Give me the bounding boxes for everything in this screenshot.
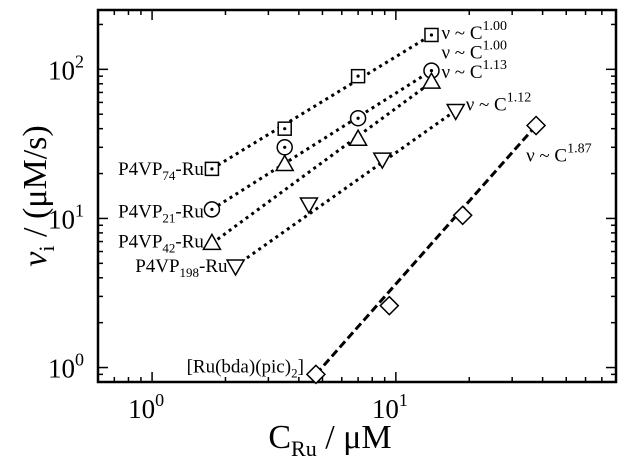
series-label-main: P4VP bbox=[135, 256, 179, 277]
x-tick-label-base: 10 bbox=[372, 394, 399, 424]
y-axis-title-sub: i bbox=[34, 246, 59, 252]
y-tick-label-base: 10 bbox=[48, 354, 75, 384]
slope-annotation: ν ~ C1.00 bbox=[441, 19, 507, 44]
series-label-main: [Ru(bda)(pic) bbox=[187, 356, 291, 377]
series-label-sub: 198 bbox=[180, 265, 200, 280]
y-tick-label-base: 10 bbox=[48, 55, 75, 85]
series-label-sub: 21 bbox=[162, 210, 175, 225]
series-label-main: P4VP bbox=[118, 201, 162, 222]
series-markers bbox=[202, 27, 547, 385]
series-label-rest: -Ru bbox=[199, 256, 228, 277]
x-axis-title-sub: Ru bbox=[291, 436, 317, 456]
slope-annotation-prefix: ν ~ C bbox=[466, 94, 507, 115]
x-tick-label-base: 10 bbox=[128, 394, 155, 424]
series-label-main: P4VP bbox=[118, 231, 162, 252]
slope-annotation-exp: 1.12 bbox=[507, 90, 532, 105]
slope-annotation: ν ~ C1.12 bbox=[466, 90, 532, 115]
marker-diamond bbox=[305, 364, 326, 385]
y-tick-label-exp: 0 bbox=[75, 350, 84, 370]
marker-diamond bbox=[526, 115, 547, 136]
series-label-rest: -Ru bbox=[175, 159, 204, 180]
y-tick-label-base: 10 bbox=[48, 204, 75, 234]
slope-annotation-prefix: ν ~ C bbox=[441, 23, 482, 44]
y-axis-title-rest: / (μM/s) bbox=[17, 125, 54, 245]
marker-triangle-up bbox=[421, 71, 442, 89]
series-label-sub: 42 bbox=[162, 240, 175, 255]
series-label-rest: ] bbox=[298, 356, 304, 377]
y-axis-title: vi / (μM/s) bbox=[17, 125, 59, 266]
marker-diamond bbox=[379, 295, 400, 316]
series-label-rest: -Ru bbox=[175, 201, 204, 222]
series-label: P4VP21-Ru bbox=[118, 201, 204, 225]
x-axis-title-main: C bbox=[268, 419, 291, 456]
series-label: P4VP42-Ru bbox=[118, 231, 204, 255]
series-line bbox=[314, 124, 538, 376]
x-tick-label-exp: 1 bbox=[399, 390, 408, 410]
series-line bbox=[211, 69, 433, 211]
series-labels: P4VP74-RuP4VP21-RuP4VP42-RuP4VP198-Ru[Ru… bbox=[118, 159, 304, 380]
slope-annotation-exp: 1.00 bbox=[483, 39, 508, 54]
marker-triangle-down bbox=[372, 152, 393, 170]
marker-triangle-down bbox=[225, 259, 246, 277]
marker-triangle-down bbox=[445, 103, 466, 121]
series-label: [Ru(bda)(pic)2] bbox=[187, 356, 304, 380]
marker-dot bbox=[210, 207, 214, 211]
marker-triangle-up bbox=[202, 232, 222, 251]
marker-triangle-down bbox=[299, 197, 319, 215]
series-label-main: P4VP bbox=[118, 159, 162, 180]
slope-annotations: ν ~ C1.00ν ~ C1.00ν ~ C1.13ν ~ C1.12ν ~ … bbox=[441, 19, 591, 167]
x-tick-label: 100 bbox=[128, 390, 164, 424]
marker-triangle-up bbox=[348, 128, 368, 146]
y-tick-label: 102 bbox=[48, 51, 84, 85]
x-tick-label: 101 bbox=[372, 390, 408, 424]
y-tick-label-exp: 2 bbox=[75, 51, 84, 71]
marker-triangle-up bbox=[274, 153, 295, 172]
series-label-sub: 74 bbox=[162, 168, 176, 183]
marker-diamond bbox=[452, 205, 473, 226]
marker-dot bbox=[356, 74, 360, 78]
x-tick-label-exp: 0 bbox=[155, 390, 164, 410]
x-axis-title: CRu / μM bbox=[268, 419, 391, 456]
series-label-sub: 2 bbox=[291, 365, 298, 380]
series-line bbox=[211, 33, 433, 171]
slope-annotation: ν ~ C1.00 bbox=[441, 39, 507, 64]
marker-dot bbox=[356, 116, 360, 120]
series-label: P4VP74-Ru bbox=[118, 159, 204, 183]
x-axis-title-rest: / μM bbox=[317, 419, 392, 456]
marker-dot bbox=[429, 33, 434, 37]
slope-annotation-exp: 1.87 bbox=[567, 142, 592, 157]
y-tick-label-exp: 1 bbox=[75, 200, 84, 220]
series-label-rest: -Ru bbox=[175, 231, 204, 252]
marker-dot bbox=[429, 69, 434, 73]
slope-annotation-prefix: ν ~ C bbox=[526, 146, 567, 167]
slope-annotation-prefix: ν ~ C bbox=[441, 43, 482, 64]
y-tick-label: 101 bbox=[48, 200, 84, 234]
series-line bbox=[234, 109, 457, 268]
slope-annotation: ν ~ C1.87 bbox=[526, 142, 592, 167]
slope-annotation: ν ~ C1.13 bbox=[441, 58, 507, 83]
slope-annotation-prefix: ν ~ C bbox=[441, 62, 482, 83]
y-axis-title-main: v bbox=[17, 251, 54, 267]
marker-dot bbox=[283, 127, 287, 131]
series-label: P4VP198-Ru bbox=[135, 256, 228, 280]
plot-frame bbox=[96, 8, 618, 384]
slope-annotation-exp: 1.13 bbox=[483, 58, 508, 73]
marker-dot bbox=[210, 167, 214, 171]
y-tick-label: 100 bbox=[48, 350, 84, 384]
series-lines bbox=[211, 33, 538, 376]
series-line bbox=[211, 80, 433, 245]
slope-annotation-exp: 1.00 bbox=[483, 19, 508, 34]
marker-dot bbox=[283, 145, 287, 149]
